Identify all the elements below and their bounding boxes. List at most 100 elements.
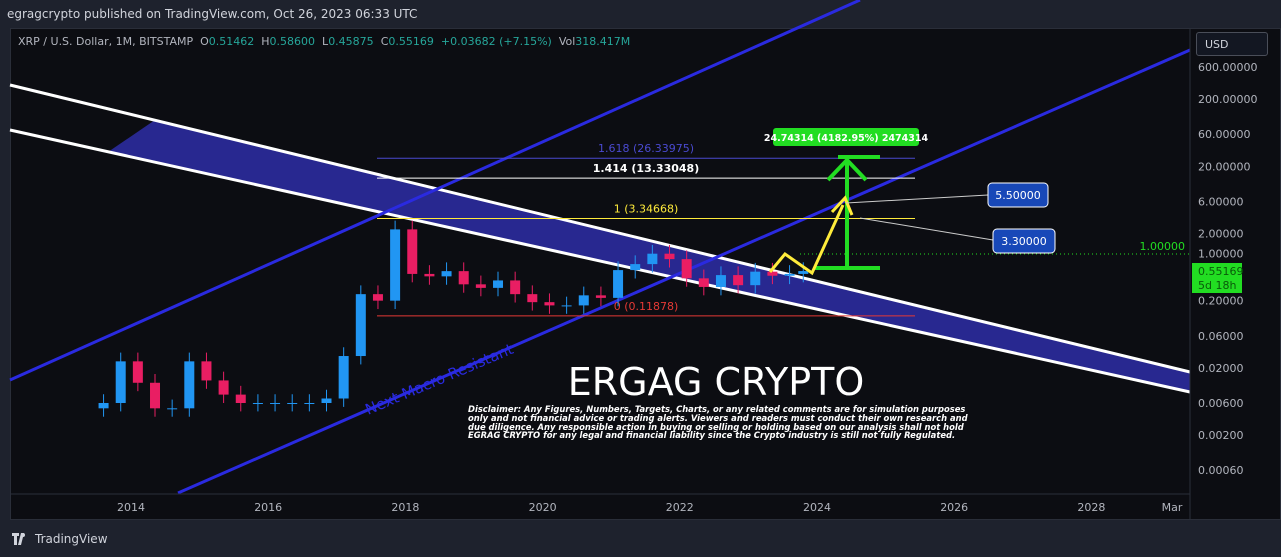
price-tick-label: 0.00200 — [1198, 429, 1244, 442]
candle-body — [252, 403, 263, 404]
candle-body — [132, 361, 143, 383]
tradingview-logo-icon — [12, 533, 25, 545]
price-tick-label: 0.20000 — [1198, 295, 1244, 308]
price-tick-label: 600.00000 — [1198, 61, 1258, 74]
time-tick-label: 2028 — [1077, 501, 1105, 514]
target-label: 24.74314 (4182.95%) 2474314 — [764, 133, 929, 144]
badge-countdown: 5d 18h — [1198, 279, 1236, 292]
price-tick-label: 0.06000 — [1198, 330, 1244, 343]
footer-brand-text: TradingView — [35, 532, 108, 546]
candle-body — [184, 361, 195, 409]
candle-body — [167, 408, 178, 410]
time-tick-label: 2022 — [666, 501, 694, 514]
candle-body — [578, 295, 589, 306]
target-label-box — [773, 128, 919, 146]
candle-body — [475, 284, 486, 288]
volume-label: Vol — [558, 35, 576, 48]
upper-trendline — [9, 83, 1191, 374]
price-tick-label: 200.00000 — [1198, 93, 1258, 106]
open-value: 0.51462 — [208, 35, 255, 48]
candle-body — [664, 253, 675, 260]
candle-body — [767, 271, 778, 276]
projection-path — [768, 204, 845, 276]
candle-body — [287, 403, 298, 404]
candle-body — [544, 302, 555, 306]
close-label: C — [380, 35, 389, 48]
candle-body — [510, 280, 521, 295]
candle-body — [390, 229, 401, 301]
candle-body — [681, 259, 692, 279]
candle-body — [235, 394, 246, 403]
candle-body — [784, 273, 795, 276]
close-value: 0.55169 — [388, 35, 434, 48]
candle-body — [698, 278, 709, 287]
high-label: H — [261, 35, 270, 48]
callout-line-2 — [859, 217, 994, 241]
watermark-title: ERGAG CRYPTO — [568, 360, 864, 404]
time-tick-label: 2024 — [803, 501, 831, 514]
disclaimer-text: Disclaimer: Any Figures, Numbers, Target… — [468, 405, 968, 441]
badge-price: 0.55169 — [1198, 265, 1244, 278]
candle-body — [338, 356, 349, 399]
callout-value-1: 5.50000 — [995, 189, 1041, 202]
volume-value: 318.417M — [575, 35, 631, 48]
upper-channel-line — [9, 0, 861, 382]
price-tick-label: 0.00060 — [1198, 464, 1244, 477]
fib-level-label: 0 (0.11878) — [614, 300, 679, 313]
callout-box-1[interactable] — [987, 182, 1049, 208]
candle-body — [201, 361, 212, 381]
candle-body — [98, 403, 109, 409]
price-tick-label: 60.00000 — [1198, 128, 1251, 141]
symbol-name[interactable]: XRP / U.S. Dollar, 1M, BITSTAMP — [18, 35, 194, 48]
publisher-header: egragcrypto published on TradingView.com… — [7, 7, 418, 21]
candle-body — [595, 295, 606, 298]
fib-level-label: 1 (3.34668) — [614, 202, 679, 215]
time-tick-label: Mar — [1162, 501, 1183, 514]
candle-body — [218, 380, 229, 395]
candle-body — [372, 294, 383, 301]
ohlc-legend: XRP / U.S. Dollar, 1M, BITSTAMP O0.51462… — [18, 35, 630, 48]
candle-body — [441, 271, 452, 277]
price-tick-label: 20.00000 — [1198, 160, 1251, 173]
candle-body — [321, 398, 332, 403]
price-tick-label: 1.00000 — [1198, 248, 1244, 261]
change-value: +0.03682 (+7.15%) — [440, 35, 552, 48]
time-tick-label: 2020 — [529, 501, 557, 514]
time-tick-label: 2014 — [117, 501, 145, 514]
callout-line-1 — [845, 194, 989, 204]
candle-body — [733, 275, 744, 286]
price-tick-label: 0.02000 — [1198, 362, 1244, 375]
candle-body — [750, 271, 761, 286]
candle-body — [150, 382, 161, 409]
footer-brand[interactable]: TradingView — [12, 532, 108, 546]
projection-arrow-head — [830, 195, 854, 216]
fib-level-label: 1.414 (13.33048) — [593, 162, 699, 175]
low-value: 0.45875 — [328, 35, 374, 48]
price-badge — [1192, 263, 1242, 293]
fib-level-label: 1.618 (26.33975) — [598, 142, 694, 155]
candle-body — [613, 270, 624, 298]
candle-body — [493, 280, 504, 288]
price-tick-label: 2.00000 — [1198, 227, 1244, 240]
currency-button[interactable]: USD — [1196, 32, 1268, 56]
badge-level: 1.00000 — [1140, 240, 1186, 253]
candle-body — [407, 229, 418, 274]
price-tick-label: 6.00000 — [1198, 195, 1244, 208]
price-tick-label: 0.00600 — [1198, 397, 1244, 410]
time-tick-label: 2016 — [254, 501, 282, 514]
candle-body — [458, 271, 469, 285]
high-value: 0.58600 — [269, 35, 316, 48]
callout-value-2: 3.30000 — [1001, 235, 1047, 248]
time-tick-label: 2018 — [391, 501, 419, 514]
target-arrow-head — [826, 157, 868, 182]
low-label: L — [322, 35, 329, 48]
candle-body — [715, 275, 726, 287]
open-label: O — [200, 35, 209, 48]
candle-body — [527, 294, 538, 303]
candle-body — [270, 403, 281, 404]
candle-body — [647, 253, 658, 265]
candle-body — [630, 264, 641, 271]
lower-trendline — [9, 128, 1191, 394]
callout-box-2[interactable] — [992, 228, 1056, 254]
